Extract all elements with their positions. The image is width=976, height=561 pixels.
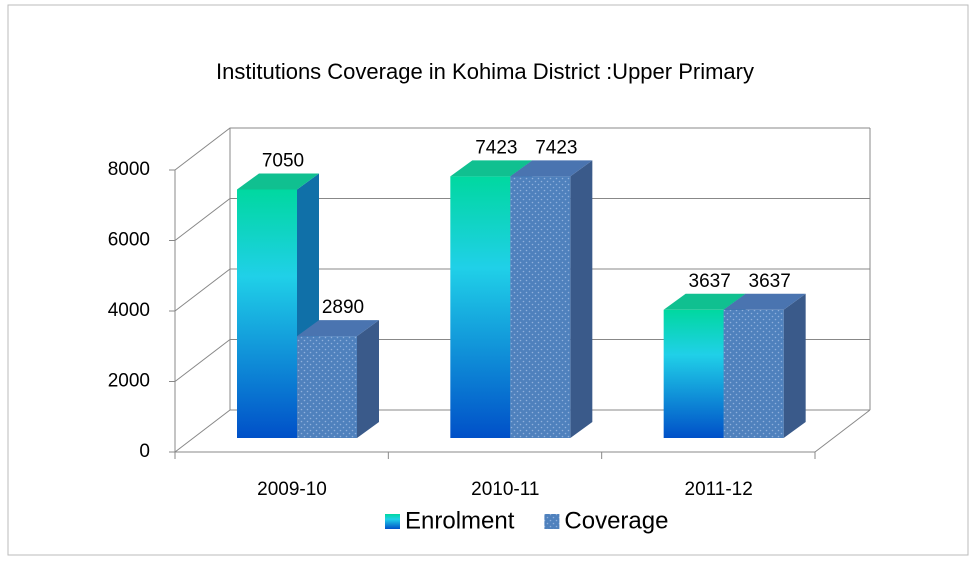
x-tick-label: 2010-11 — [471, 479, 539, 500]
bar-top — [297, 320, 379, 337]
bar-front — [663, 309, 724, 438]
y-tick-label: 8000 — [108, 159, 150, 180]
legend-label: Enrolment — [405, 507, 515, 534]
bar-top — [510, 160, 593, 177]
chart-title: Institutions Coverage in Kohima District… — [216, 59, 754, 84]
value-label: 7050 — [262, 151, 304, 172]
bar-front — [723, 309, 784, 438]
legend-label: Coverage — [564, 507, 668, 534]
bar-front — [237, 189, 297, 438]
bar-top — [723, 293, 806, 310]
bar-side — [357, 320, 379, 438]
bar-front — [510, 176, 571, 439]
y-tick-label: 0 — [139, 441, 150, 462]
y-tick-label: 6000 — [108, 230, 150, 251]
legend-swatch — [544, 514, 560, 529]
x-tick-label: 2011-12 — [685, 479, 753, 500]
bar — [297, 320, 379, 438]
value-label: 3637 — [749, 271, 791, 292]
bar-front — [450, 176, 511, 439]
value-label: 2890 — [322, 297, 364, 318]
bar — [510, 160, 593, 439]
value-label: 7423 — [535, 137, 577, 158]
bar-top — [663, 293, 746, 310]
grid-line — [174, 409, 870, 453]
value-label: 3637 — [689, 271, 731, 292]
grid-line — [174, 198, 870, 241]
bar-side — [783, 293, 806, 438]
bar-top — [237, 173, 319, 190]
y-tick-label: 2000 — [108, 371, 150, 392]
x-tick-label: 2009-10 — [257, 479, 327, 500]
grid-line — [174, 339, 870, 382]
grid-line — [174, 268, 870, 312]
legend-swatch — [385, 514, 400, 529]
bar-top — [450, 160, 533, 177]
floor-edge — [814, 409, 871, 453]
grid-line — [174, 127, 870, 171]
value-label: 7423 — [475, 137, 517, 158]
y-tick-label: 4000 — [108, 300, 150, 321]
bar — [723, 293, 806, 438]
bar-front — [297, 336, 357, 438]
bar-side — [570, 160, 593, 439]
